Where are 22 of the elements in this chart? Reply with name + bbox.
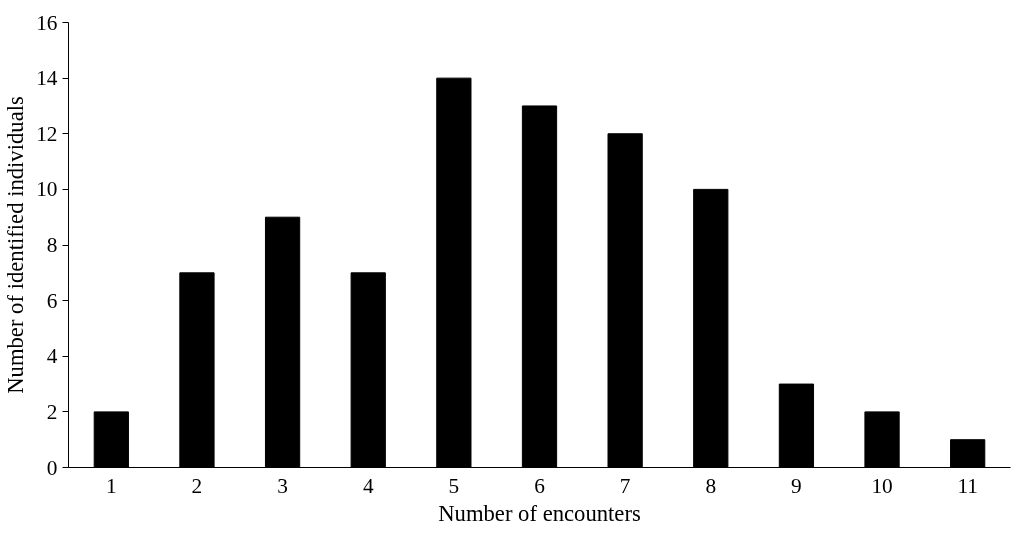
x-tick-label: 8 <box>705 473 717 498</box>
y-tick-label: 12 <box>36 121 58 146</box>
x-tick-label: 7 <box>619 473 631 498</box>
y-axis-title: Number of identified individuals <box>3 96 29 394</box>
x-tick-label: 9 <box>791 473 802 498</box>
x-tick-label: 1 <box>105 473 117 498</box>
x-tick-label: 6 <box>534 473 546 498</box>
y-tick-label: 10 <box>36 177 58 202</box>
x-tick-label: 4 <box>362 473 374 498</box>
y-tick-label: 2 <box>46 399 58 424</box>
x-tick-label: 11 <box>957 473 978 498</box>
y-tick-label: 14 <box>36 66 58 91</box>
x-tick-label: 5 <box>448 473 460 498</box>
x-axis-title: Number of encounters <box>438 500 641 526</box>
y-tick-label: 4 <box>46 344 58 369</box>
x-tick-label: 3 <box>277 473 288 498</box>
x-tick-label: 10 <box>871 473 893 498</box>
y-tick-label: 6 <box>46 288 58 313</box>
y-tick-label: 16 <box>36 10 58 35</box>
y-tick-label: 0 <box>46 455 58 480</box>
x-tick-label: 2 <box>191 473 203 498</box>
y-tick-label: 8 <box>46 233 58 257</box>
